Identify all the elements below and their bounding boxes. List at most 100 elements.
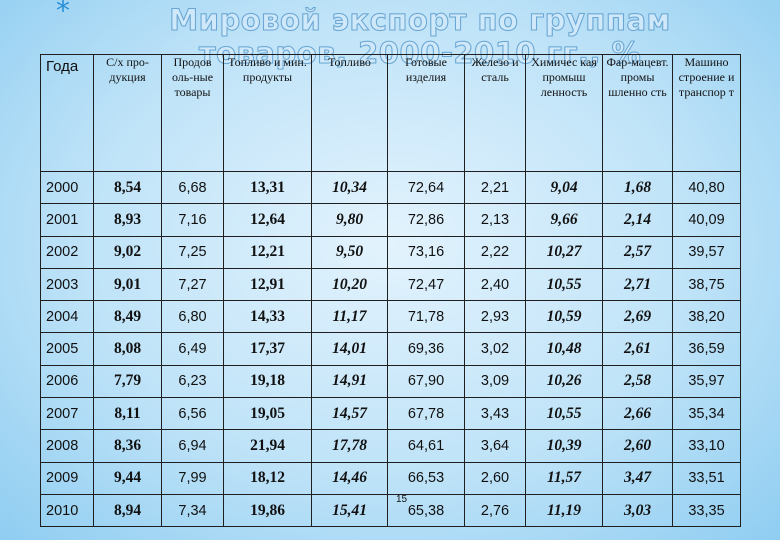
table-row: 2001 8,93 7,16 12,64 9,80 72,86 2,13 9,66 2,14 40… <box>40 203 741 237</box>
table-body: 2000 8,54 6,68 13,31 10,34 72,64 2,21 9,04 1,68 4… <box>40 170 741 528</box>
title-bullet: * <box>56 0 70 27</box>
value-cell: 38,20 <box>672 300 741 334</box>
value-cell: 10,34 <box>311 170 388 205</box>
year-cell: 2006 <box>40 364 94 399</box>
value-cell: 9,01 <box>93 267 162 302</box>
value-cell: 10,55 <box>525 267 603 302</box>
value-cell: 13,31 <box>223 170 312 205</box>
value-cell: 8,93 <box>93 203 162 237</box>
table-row: 2007 8,11 6,56 19,05 14,57 67,78 3,43 10,55 2,66… <box>40 397 741 431</box>
value-cell: 7,27 <box>161 267 224 302</box>
value-cell: 15,41 <box>311 493 388 528</box>
column-header: С/х про-дукция <box>93 54 162 172</box>
column-header: Железо и сталь <box>464 54 526 172</box>
value-cell: 8,11 <box>93 397 162 431</box>
page-number: 15 <box>396 494 408 505</box>
value-cell: 65,38 <box>387 493 465 528</box>
column-header: Топливо <box>311 54 388 172</box>
value-cell: 2,66 <box>602 397 673 431</box>
column-header: Химичес кая промыш ленность <box>525 54 603 172</box>
value-cell: 6,49 <box>161 332 224 366</box>
value-cell: 10,39 <box>525 429 603 463</box>
value-cell: 2,22 <box>464 235 526 269</box>
value-cell: 72,47 <box>387 267 465 302</box>
value-cell: 17,37 <box>223 332 312 366</box>
value-cell: 64,61 <box>387 429 465 463</box>
value-cell: 8,94 <box>93 493 162 528</box>
table-row: 2008 8,36 6,94 21,94 17,78 64,61 3,64 10,39 2,60… <box>40 429 741 463</box>
value-cell: 6,94 <box>161 429 224 463</box>
table-row: 2009 9,44 7,99 18,12 14,46 66,53 2,60 11,57 3,47… <box>40 461 741 495</box>
year-cell: 2005 <box>40 332 94 366</box>
value-cell: 14,57 <box>311 397 388 431</box>
value-cell: 9,02 <box>93 235 162 269</box>
slide-title: Мировой экспорт по группам товаров, 2000… <box>169 3 671 70</box>
value-cell: 2,14 <box>602 203 673 237</box>
value-cell: 8,54 <box>93 170 162 205</box>
value-cell: 10,20 <box>311 267 388 302</box>
table-row: 2000 8,54 6,68 13,31 10,34 72,64 2,21 9,04 1,68 4… <box>40 170 741 205</box>
value-cell: 12,21 <box>223 235 312 269</box>
value-cell: 33,35 <box>672 493 741 528</box>
value-cell: 66,53 <box>387 461 465 495</box>
value-cell: 39,57 <box>672 235 741 269</box>
value-cell: 19,86 <box>223 493 312 528</box>
value-cell: 9,04 <box>525 170 603 205</box>
year-cell: 2002 <box>40 235 94 269</box>
value-cell: 2,13 <box>464 203 526 237</box>
value-cell: 40,09 <box>672 203 741 237</box>
value-cell: 12,64 <box>223 203 312 237</box>
value-cell: 10,27 <box>525 235 603 269</box>
value-cell: 67,78 <box>387 397 465 431</box>
export-table: Года С/х про-дукция Продов оль-ные товары Т… <box>40 54 741 528</box>
value-cell: 11,57 <box>525 461 603 495</box>
value-cell: 35,97 <box>672 364 741 399</box>
column-header: Года <box>40 54 94 172</box>
value-cell: 19,18 <box>223 364 312 399</box>
value-cell: 6,80 <box>161 300 224 334</box>
value-cell: 11,17 <box>311 300 388 334</box>
value-cell: 2,58 <box>602 364 673 399</box>
value-cell: 2,60 <box>602 429 673 463</box>
value-cell: 40,80 <box>672 170 741 205</box>
year-cell: 2001 <box>40 203 94 237</box>
value-cell: 3,02 <box>464 332 526 366</box>
value-cell: 12,91 <box>223 267 312 302</box>
value-cell: 3,09 <box>464 364 526 399</box>
table-row: 2004 8,49 6,80 14,33 11,17 71,78 2,93 10,59 2,69… <box>40 300 741 334</box>
value-cell: 35,34 <box>672 397 741 431</box>
year-cell: 2004 <box>40 300 94 334</box>
value-cell: 2,21 <box>464 170 526 205</box>
value-cell: 3,64 <box>464 429 526 463</box>
value-cell: 10,26 <box>525 364 603 399</box>
table-row: 2010 8,94 7,34 19,86 15,41 65,38 2,76 11,19 3,03… <box>40 493 741 528</box>
value-cell: 1,68 <box>602 170 673 205</box>
column-header: Машино строение и транспор т <box>672 54 741 172</box>
value-cell: 7,79 <box>93 364 162 399</box>
value-cell: 6,68 <box>161 170 224 205</box>
value-cell: 69,36 <box>387 332 465 366</box>
value-cell: 2,93 <box>464 300 526 334</box>
value-cell: 7,25 <box>161 235 224 269</box>
year-cell: 2000 <box>40 170 94 205</box>
value-cell: 14,01 <box>311 332 388 366</box>
year-cell: 2009 <box>40 461 94 495</box>
value-cell: 36,59 <box>672 332 741 366</box>
value-cell: 14,91 <box>311 364 388 399</box>
value-cell: 8,49 <box>93 300 162 334</box>
table-row: 2005 8,08 6,49 17,37 14,01 69,36 3,02 10,48 2,61… <box>40 332 741 366</box>
column-header: Фар-мацевт. промы шленно сть <box>602 54 673 172</box>
value-cell: 72,64 <box>387 170 465 205</box>
value-cell: 10,59 <box>525 300 603 334</box>
value-cell: 3,03 <box>602 493 673 528</box>
column-header: Топливо и мин. продукты <box>223 54 312 172</box>
value-cell: 10,48 <box>525 332 603 366</box>
value-cell: 14,46 <box>311 461 388 495</box>
value-cell: 9,50 <box>311 235 388 269</box>
value-cell: 3,43 <box>464 397 526 431</box>
value-cell: 2,60 <box>464 461 526 495</box>
value-cell: 18,12 <box>223 461 312 495</box>
year-cell: 2003 <box>40 267 94 302</box>
value-cell: 14,33 <box>223 300 312 334</box>
value-cell: 17,78 <box>311 429 388 463</box>
